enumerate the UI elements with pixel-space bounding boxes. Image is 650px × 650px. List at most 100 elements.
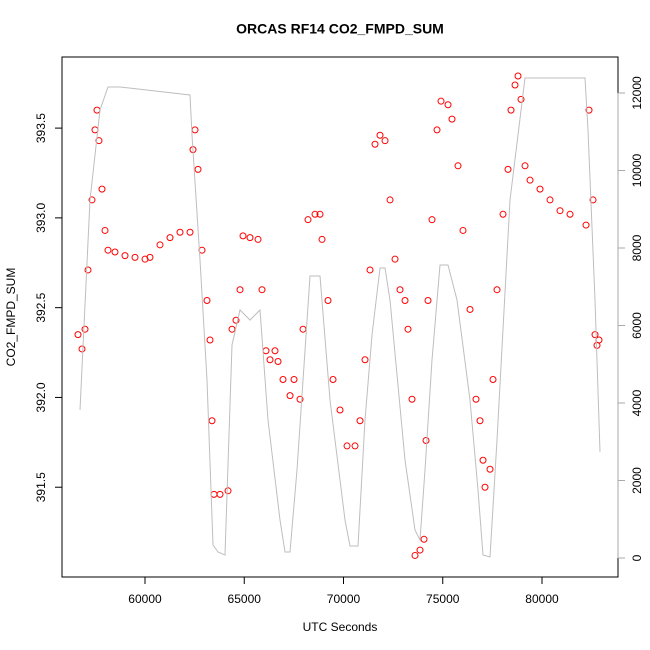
point <box>514 72 522 80</box>
point <box>536 185 544 193</box>
point <box>290 375 298 383</box>
point <box>246 234 254 242</box>
x-tick-label: 75000 <box>426 592 460 606</box>
point <box>479 456 487 464</box>
point <box>396 286 404 294</box>
point <box>286 392 294 400</box>
y-tick-label: 391.5 <box>34 472 48 502</box>
point <box>146 253 154 261</box>
point <box>210 490 218 498</box>
point <box>274 358 282 366</box>
point <box>156 241 164 249</box>
y-tick-label: 393.5 <box>34 113 48 143</box>
point <box>93 106 101 114</box>
point <box>98 185 106 193</box>
point <box>493 286 501 294</box>
y-axis-label: CO2_FMPD_SUM <box>4 268 18 367</box>
point <box>424 296 432 304</box>
point <box>511 81 519 89</box>
point <box>258 286 266 294</box>
point <box>111 248 119 256</box>
point <box>404 325 412 333</box>
point <box>166 234 174 242</box>
point <box>371 140 379 148</box>
point <box>499 210 507 218</box>
point <box>476 417 484 425</box>
point <box>376 131 384 139</box>
point <box>401 296 409 304</box>
point <box>191 126 199 134</box>
point <box>391 255 399 263</box>
point <box>351 442 359 450</box>
point <box>329 375 337 383</box>
point <box>489 375 497 383</box>
point <box>459 226 467 234</box>
point <box>381 137 389 145</box>
y-tick-label: 392.5 <box>34 292 48 322</box>
point <box>595 336 603 344</box>
point <box>361 356 369 364</box>
line <box>79 77 601 558</box>
x-tick-label: 60000 <box>128 592 162 606</box>
point <box>481 483 489 491</box>
point <box>176 228 184 236</box>
point <box>271 347 279 355</box>
point <box>208 417 216 425</box>
point <box>472 395 480 403</box>
point <box>316 210 324 218</box>
point <box>428 216 436 224</box>
x-tick-label: 65000 <box>228 592 262 606</box>
y2-tick-label: 0 <box>630 554 644 561</box>
point <box>279 375 287 383</box>
point <box>546 196 554 204</box>
point <box>84 266 92 274</box>
y2-tick-label: 10000 <box>630 153 644 187</box>
point <box>411 551 419 559</box>
point <box>416 546 424 554</box>
point <box>262 347 270 355</box>
point <box>591 331 599 339</box>
point <box>422 437 430 445</box>
point <box>224 487 232 495</box>
point <box>266 356 274 364</box>
point <box>517 95 525 103</box>
point <box>437 97 445 105</box>
point <box>304 216 312 224</box>
y2-tick-label: 2000 <box>630 467 644 494</box>
point <box>228 325 236 333</box>
point <box>101 226 109 234</box>
point <box>486 465 494 473</box>
point <box>299 325 307 333</box>
point <box>81 325 89 333</box>
point <box>356 417 364 425</box>
point <box>254 235 262 243</box>
point <box>206 336 214 344</box>
point <box>74 331 82 339</box>
point <box>420 535 428 543</box>
point <box>582 221 590 229</box>
point <box>121 252 129 260</box>
x-tick-label: 80000 <box>525 592 559 606</box>
y-tick-label: 392.0 <box>34 382 48 412</box>
point <box>556 207 564 215</box>
point <box>318 235 326 243</box>
point <box>216 490 224 498</box>
point <box>566 210 574 218</box>
point <box>186 228 194 236</box>
point <box>408 395 416 403</box>
point <box>366 266 374 274</box>
point <box>336 406 344 414</box>
point <box>88 196 96 204</box>
point <box>194 165 202 173</box>
point <box>521 162 529 170</box>
point <box>589 196 597 204</box>
point <box>444 101 452 109</box>
y2-tick-label: 8000 <box>630 234 644 261</box>
point <box>585 106 593 114</box>
point <box>343 442 351 450</box>
y2-tick-label: 12000 <box>630 76 644 110</box>
point <box>386 196 394 204</box>
point <box>203 296 211 304</box>
point <box>466 305 474 313</box>
